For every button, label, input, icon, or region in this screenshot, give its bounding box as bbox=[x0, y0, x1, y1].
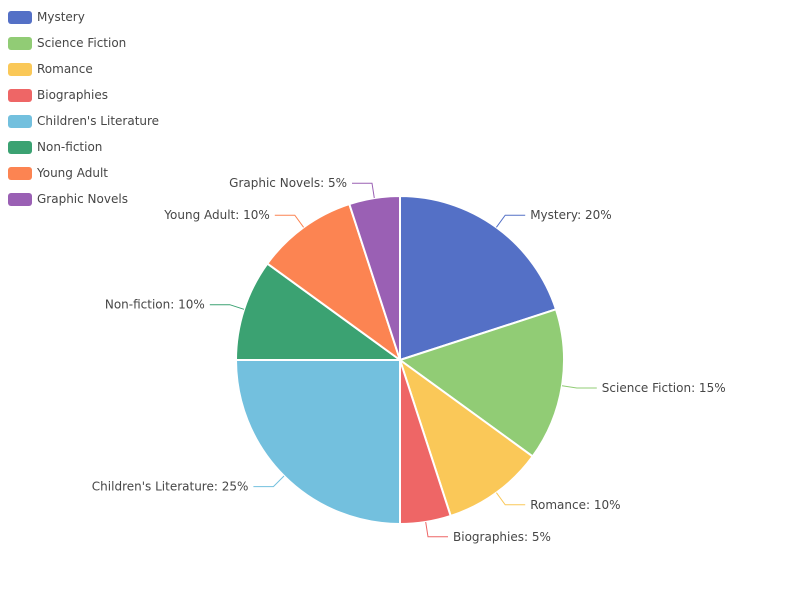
label-leader-line bbox=[561, 385, 597, 389]
pie-label-romance: Romance: 10% bbox=[530, 498, 620, 512]
legend-item-mystery[interactable]: Mystery bbox=[8, 4, 159, 30]
label-leader-line bbox=[495, 492, 526, 506]
legend-swatch bbox=[8, 88, 32, 102]
pie-label-mystery: Mystery: 20% bbox=[530, 208, 612, 222]
legend-item-science-fiction[interactable]: Science Fiction bbox=[8, 30, 159, 56]
legend-label: Children's Literature bbox=[37, 114, 160, 128]
legend-item-children-s-literature[interactable]: Children's Literature bbox=[8, 108, 159, 134]
legend-item-biographies[interactable]: Biographies bbox=[8, 82, 159, 108]
legend-swatch bbox=[8, 140, 32, 154]
legend-item-young-adult[interactable]: Young Adult bbox=[8, 160, 159, 186]
pie-slice-young-adult[interactable] bbox=[266, 203, 401, 361]
legend-swatch bbox=[8, 62, 32, 76]
chart-legend: Mystery Science Fiction Romance Biographies… bbox=[8, 4, 159, 212]
pie-slice-children-s-literature[interactable] bbox=[235, 359, 401, 525]
legend-swatch bbox=[8, 10, 32, 24]
label-leader-line bbox=[274, 214, 305, 228]
label-leader-line bbox=[253, 475, 285, 488]
legend-label: Non-fiction bbox=[37, 140, 103, 154]
pie-label-young-adult: Young Adult: 10% bbox=[163, 208, 270, 222]
legend-item-graphic-novels[interactable]: Graphic Novels bbox=[8, 186, 159, 212]
pie-label-children-s-literature: Children's Literature: 25% bbox=[92, 480, 249, 494]
legend-label: Biographies bbox=[37, 88, 109, 102]
label-leader-line bbox=[209, 304, 245, 310]
label-leader-line bbox=[352, 182, 375, 199]
legend-label: Romance bbox=[37, 62, 93, 76]
label-leader-line bbox=[495, 214, 526, 228]
legend-item-non-fiction[interactable]: Non-fiction bbox=[8, 134, 159, 160]
pie-label-biographies: Biographies: 5% bbox=[453, 530, 551, 544]
pie-slices bbox=[235, 195, 565, 525]
legend-label: Mystery bbox=[37, 10, 85, 24]
legend-swatch bbox=[8, 36, 32, 50]
legend-swatch bbox=[8, 166, 32, 180]
pie-slice-graphic-novels[interactable] bbox=[348, 195, 401, 361]
pie-slice-romance[interactable] bbox=[399, 359, 534, 517]
pie-slice-science-fiction[interactable] bbox=[399, 308, 565, 458]
pie-slice-mystery[interactable] bbox=[399, 195, 557, 361]
label-leader-line bbox=[425, 521, 448, 538]
legend-label: Graphic Novels bbox=[37, 192, 128, 206]
pie-label-graphic-novels: Graphic Novels: 5% bbox=[229, 176, 347, 190]
legend-label: Science Fiction bbox=[37, 36, 127, 50]
pie-slice-non-fiction[interactable] bbox=[235, 262, 401, 361]
legend-swatch bbox=[8, 192, 32, 206]
pie-labels: Mystery: 20% Science Fiction: 15% Romance:… bbox=[92, 176, 726, 544]
legend-item-romance[interactable]: Romance bbox=[8, 56, 159, 82]
legend-label: Young Adult bbox=[37, 166, 108, 180]
legend-swatch bbox=[8, 114, 32, 128]
pie-label-non-fiction: Non-fiction: 10% bbox=[105, 298, 205, 312]
pie-label-science-fiction: Science Fiction: 15% bbox=[602, 381, 726, 395]
